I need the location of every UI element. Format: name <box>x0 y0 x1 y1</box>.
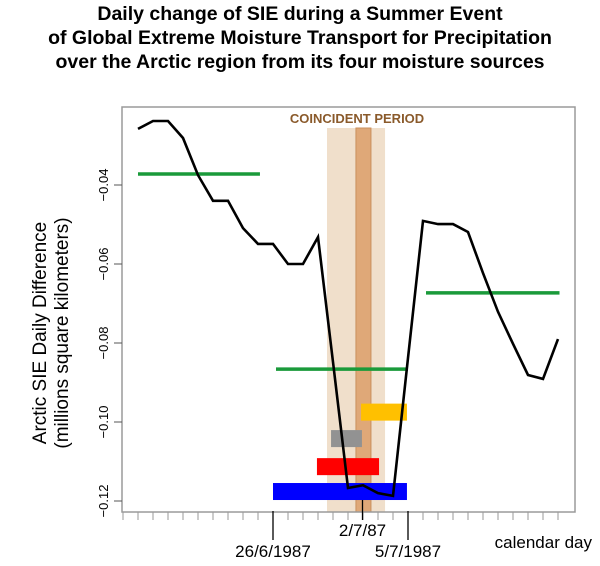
chart-title: Daily change of SIE during a Summer Even… <box>0 2 600 74</box>
source-red-bar <box>316 458 380 476</box>
chart-title-line-1: Daily change of SIE during a Summer Even… <box>97 3 503 25</box>
source-yellow-bar <box>361 403 407 421</box>
x-major-tick-label: 26/6/1987 <box>235 542 311 561</box>
coincident-band-inner <box>355 127 372 513</box>
x-major-tick-label: 5/7/1987 <box>375 542 441 561</box>
y-axis-title-line-1: Arctic SIE Daily Difference <box>30 222 51 444</box>
y-axis-title: Arctic SIE Daily Difference (millions sq… <box>30 217 73 448</box>
coincident-bands <box>327 127 386 513</box>
series-line <box>137 119 560 498</box>
x-inner-tick-label: 2/7/87 <box>339 521 386 540</box>
chart-title-line-2: of Global Extreme Moisture Transport for… <box>48 27 552 49</box>
source-bars <box>273 403 407 501</box>
source-gray-bar <box>331 430 362 448</box>
y-tick-label: −0.06 <box>96 248 111 281</box>
y-axis: −0.04 −0.06 −0.08 −0.10 −0.12 <box>96 169 122 518</box>
x-axis-title: calendar day <box>495 533 593 552</box>
y-axis-title-line-2: (millions square kilometers) <box>52 217 73 448</box>
series-lines <box>137 119 560 498</box>
y-tick-label: −0.08 <box>96 327 111 360</box>
y-tick-label: −0.10 <box>96 406 111 439</box>
mean-segments <box>138 172 560 371</box>
source-blue-bar <box>273 483 407 501</box>
y-tick-label: −0.04 <box>96 169 111 202</box>
y-tick-label: −0.12 <box>96 485 111 518</box>
chart-title-line-3: over the Arctic region from its four moi… <box>55 51 545 73</box>
coincident-period-label: COINCIDENT PERIOD <box>290 111 424 126</box>
x-axis: 26/6/1987 5/7/1987 2/7/87 <box>122 500 559 561</box>
